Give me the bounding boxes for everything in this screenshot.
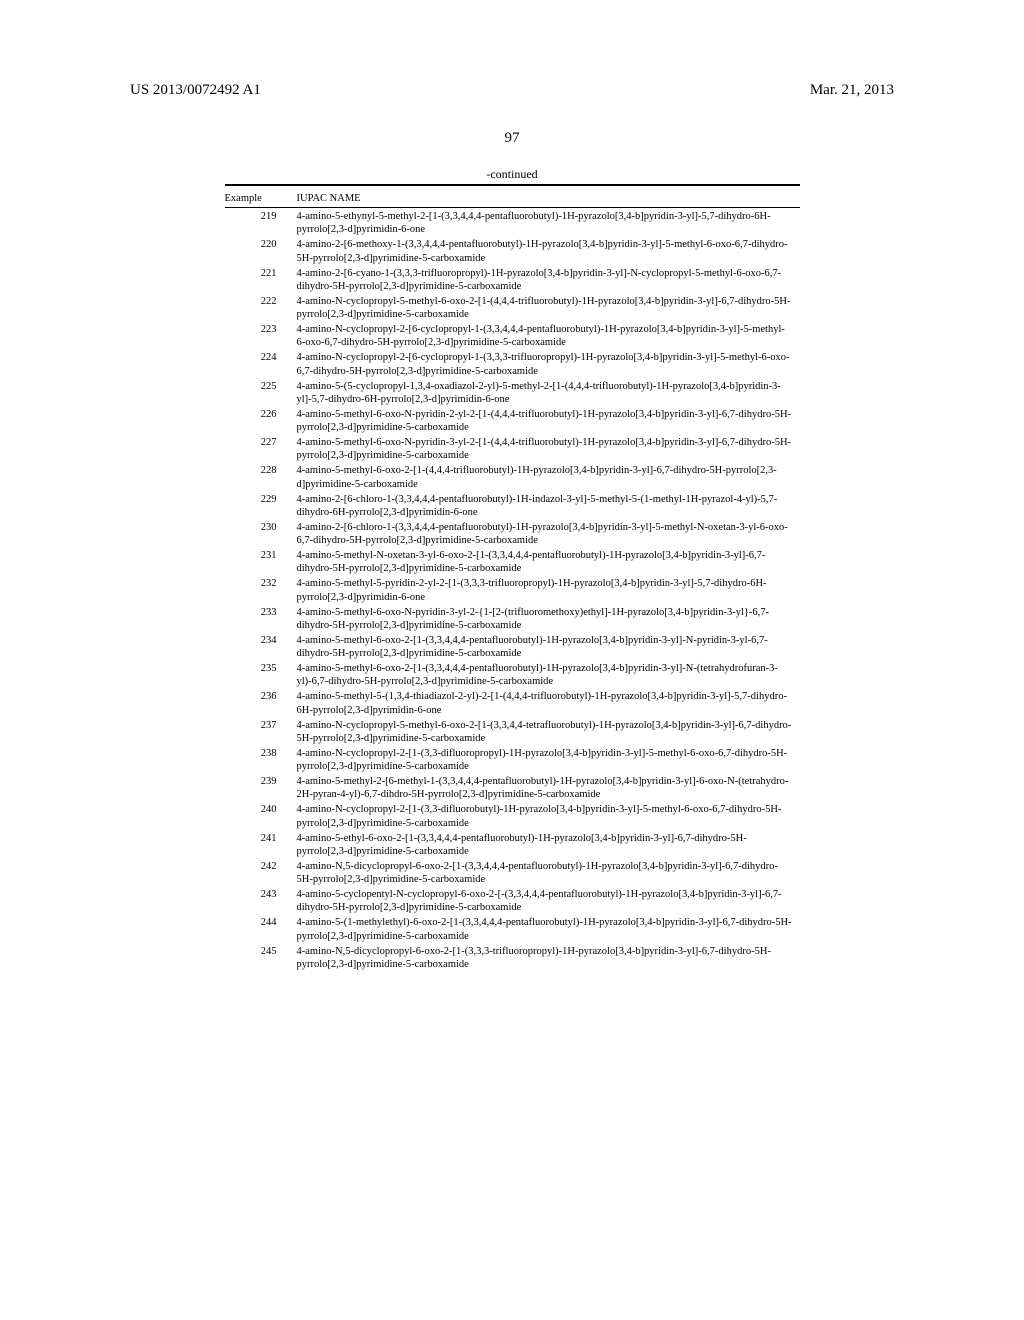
iupac-name: 4-amino-5-methyl-6-oxo-N-pyridin-3-yl-2-… [297, 435, 800, 463]
example-number: 230 [225, 520, 297, 548]
table-row: 2354-amino-5-methyl-6-oxo-2-[1-(3,3,4,4,… [225, 661, 800, 689]
table-row: 2424-amino-N,5-dicyclopropyl-6-oxo-2-[1-… [225, 859, 800, 887]
page-header: US 2013/0072492 A1 Mar. 21, 2013 [130, 82, 894, 99]
table-row: 2284-amino-5-methyl-6-oxo-2-[1-(4,4,4-tr… [225, 463, 800, 491]
example-number: 234 [225, 633, 297, 661]
iupac-table: Example IUPAC NAME 2194-amino-5-ethynyl-… [225, 190, 800, 972]
example-number: 233 [225, 605, 297, 633]
example-number: 237 [225, 718, 297, 746]
example-number: 227 [225, 435, 297, 463]
table-row: 2414-amino-5-ethyl-6-oxo-2-[1-(3,3,4,4,4… [225, 831, 800, 859]
iupac-name: 4-amino-5-cyclopentyl-N-cyclopropyl-6-ox… [297, 887, 800, 915]
iupac-name: 4-amino-5-methyl-6-oxo-N-pyridin-3-yl-2-… [297, 605, 800, 633]
example-number: 236 [225, 689, 297, 717]
table-row: 2194-amino-5-ethynyl-5-methyl-2-[1-(3,3,… [225, 209, 800, 237]
example-number: 231 [225, 548, 297, 576]
table-row: 2404-amino-N-cyclopropyl-2-[1-(3,3-diflu… [225, 802, 800, 830]
table-row: 2214-amino-2-[6-cyano-1-(3,3,3-trifluoro… [225, 266, 800, 294]
example-number: 219 [225, 209, 297, 237]
iupac-name: 4-amino-5-(5-cyclopropyl-1,3,4-oxadiazol… [297, 379, 800, 407]
table-top-rule [225, 184, 800, 186]
example-number: 241 [225, 831, 297, 859]
iupac-name: 4-amino-5-methyl-5-pyridin-2-yl-2-[1-(3,… [297, 576, 800, 604]
header-row: Example IUPAC NAME [225, 190, 800, 208]
table-row: 2334-amino-5-methyl-6-oxo-N-pyridin-3-yl… [225, 605, 800, 633]
iupac-name: 4-amino-5-ethynyl-5-methyl-2-[1-(3,3,4,4… [297, 209, 800, 237]
iupac-name: 4-amino-5-(1-methylethyl)-6-oxo-2-[1-(3,… [297, 915, 800, 943]
table-row: 2444-amino-5-(1-methylethyl)-6-oxo-2-[1-… [225, 915, 800, 943]
table-row: 2224-amino-N-cyclopropyl-5-methyl-6-oxo-… [225, 294, 800, 322]
patent-page: US 2013/0072492 A1 Mar. 21, 2013 97 -con… [0, 0, 1024, 1320]
example-number: 240 [225, 802, 297, 830]
iupac-name: 4-amino-N-cyclopropyl-2-[6-cyclopropyl-1… [297, 322, 800, 350]
table-row: 2374-amino-N-cyclopropyl-5-methyl-6-oxo-… [225, 718, 800, 746]
iupac-name: 4-amino-5-methyl-N-oxetan-3-yl-6-oxo-2-[… [297, 548, 800, 576]
table-row: 2364-amino-5-methyl-5-(1,3,4-thiadiazol-… [225, 689, 800, 717]
example-number: 224 [225, 350, 297, 378]
table-row: 2314-amino-5-methyl-N-oxetan-3-yl-6-oxo-… [225, 548, 800, 576]
table-row: 2264-amino-5-methyl-6-oxo-N-pyridin-2-yl… [225, 407, 800, 435]
example-number: 225 [225, 379, 297, 407]
example-number: 242 [225, 859, 297, 887]
example-number: 220 [225, 237, 297, 265]
iupac-name: 4-amino-5-methyl-6-oxo-2-[1-(3,3,4,4,4-p… [297, 633, 800, 661]
example-number: 226 [225, 407, 297, 435]
iupac-name: 4-amino-2-[6-cyano-1-(3,3,3-trifluoropro… [297, 266, 800, 294]
example-number: 243 [225, 887, 297, 915]
iupac-table-wrap: Example IUPAC NAME 2194-amino-5-ethynyl-… [225, 190, 800, 972]
iupac-name: 4-amino-5-methyl-5-(1,3,4-thiadiazol-2-y… [297, 689, 800, 717]
table-row: 2344-amino-5-methyl-6-oxo-2-[1-(3,3,4,4,… [225, 633, 800, 661]
table-row: 2324-amino-5-methyl-5-pyridin-2-yl-2-[1-… [225, 576, 800, 604]
table-row: 2204-amino-2-[6-methoxy-1-(3,3,4,4,4-pen… [225, 237, 800, 265]
table-row: 2454-amino-N,5-dicyclopropyl-6-oxo-2-[1-… [225, 944, 800, 972]
iupac-name: 4-amino-2-[6-chloro-1-(3,3,4,4,4-pentafl… [297, 520, 800, 548]
col-iupac: IUPAC NAME [297, 190, 800, 208]
iupac-name: 4-amino-5-ethyl-6-oxo-2-[1-(3,3,4,4,4-pe… [297, 831, 800, 859]
table-row: 2254-amino-5-(5-cyclopropyl-1,3,4-oxadia… [225, 379, 800, 407]
example-number: 235 [225, 661, 297, 689]
iupac-name: 4-amino-N-cyclopropyl-2-[1-(3,3-difluoro… [297, 746, 800, 774]
doc-date: Mar. 21, 2013 [810, 82, 894, 99]
example-number: 221 [225, 266, 297, 294]
example-number: 222 [225, 294, 297, 322]
iupac-name: 4-amino-N-cyclopropyl-5-methyl-6-oxo-2-[… [297, 294, 800, 322]
iupac-name: 4-amino-N,5-dicyclopropyl-6-oxo-2-[1-(3,… [297, 944, 800, 972]
example-number: 228 [225, 463, 297, 491]
table-row: 2384-amino-N-cyclopropyl-2-[1-(3,3-diflu… [225, 746, 800, 774]
table-row: 2434-amino-5-cyclopentyl-N-cyclopropyl-6… [225, 887, 800, 915]
iupac-name: 4-amino-N-cyclopropyl-5-methyl-6-oxo-2-[… [297, 718, 800, 746]
table-row: 2294-amino-2-[6-chloro-1-(3,3,4,4,4-pent… [225, 492, 800, 520]
doc-number: US 2013/0072492 A1 [130, 82, 261, 99]
iupac-name: 4-amino-2-[6-chloro-1-(3,3,4,4,4-pentafl… [297, 492, 800, 520]
table-row: 2304-amino-2-[6-chloro-1-(3,3,4,4,4-pent… [225, 520, 800, 548]
table-row: 2244-amino-N-cyclopropyl-2-[6-cyclopropy… [225, 350, 800, 378]
example-number: 229 [225, 492, 297, 520]
iupac-name: 4-amino-5-methyl-6-oxo-N-pyridin-2-yl-2-… [297, 407, 800, 435]
page-number: 97 [130, 130, 894, 147]
example-number: 245 [225, 944, 297, 972]
continued-label: -continued [130, 167, 894, 182]
iupac-name: 4-amino-N,5-dicyclopropyl-6-oxo-2-[1-(3,… [297, 859, 800, 887]
example-number: 232 [225, 576, 297, 604]
iupac-name: 4-amino-5-methyl-2-[6-methyl-1-(3,3,4,4,… [297, 774, 800, 802]
iupac-name: 4-amino-N-cyclopropyl-2-[1-(3,3-difluoro… [297, 802, 800, 830]
iupac-name: 4-amino-5-methyl-6-oxo-2-[1-(4,4,4-trifl… [297, 463, 800, 491]
example-number: 244 [225, 915, 297, 943]
example-number: 223 [225, 322, 297, 350]
table-row: 2274-amino-5-methyl-6-oxo-N-pyridin-3-yl… [225, 435, 800, 463]
iupac-name: 4-amino-2-[6-methoxy-1-(3,3,4,4,4-pentaf… [297, 237, 800, 265]
example-number: 239 [225, 774, 297, 802]
iupac-name: 4-amino-N-cyclopropyl-2-[6-cyclopropyl-1… [297, 350, 800, 378]
col-example: Example [225, 190, 297, 208]
table-row: 2394-amino-5-methyl-2-[6-methyl-1-(3,3,4… [225, 774, 800, 802]
table-row: 2234-amino-N-cyclopropyl-2-[6-cyclopropy… [225, 322, 800, 350]
iupac-name: 4-amino-5-methyl-6-oxo-2-[1-(3,3,4,4,4-p… [297, 661, 800, 689]
example-number: 238 [225, 746, 297, 774]
